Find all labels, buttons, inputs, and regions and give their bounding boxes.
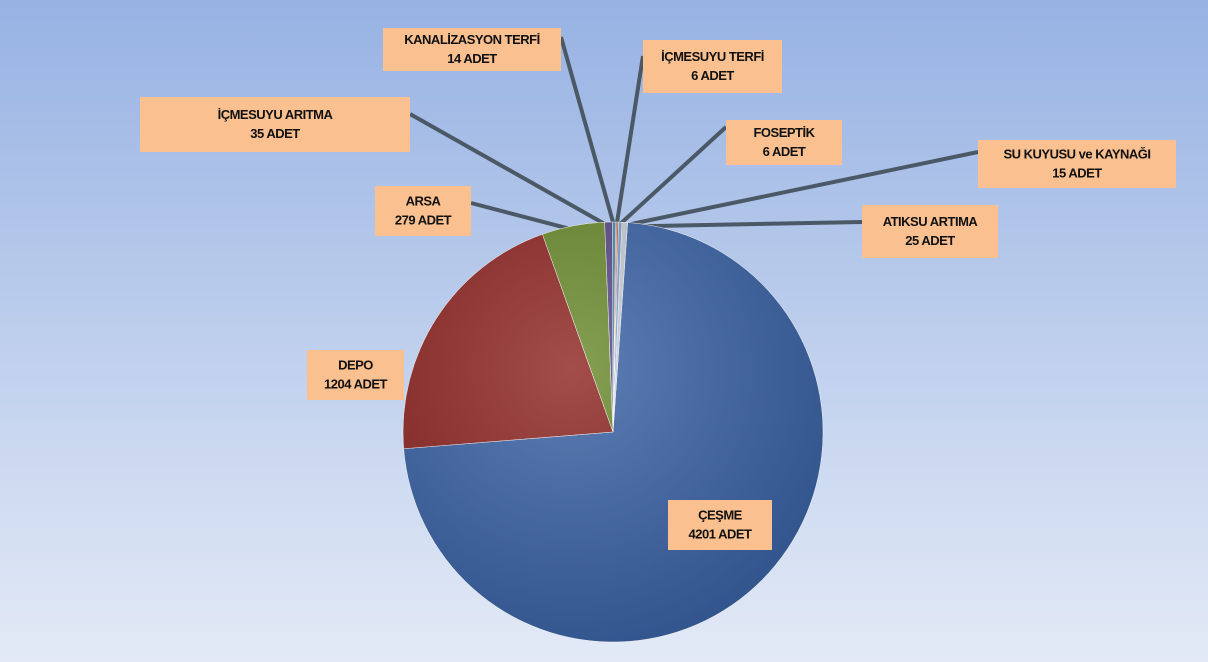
value-label: 35 ADET bbox=[250, 126, 300, 141]
value-label: 6 ADET bbox=[691, 68, 734, 83]
leader-line bbox=[614, 55, 645, 227]
slice-label: KANALİZASYON TERFİ bbox=[404, 32, 539, 47]
label-box bbox=[383, 28, 561, 71]
slice-label: İÇMESUYU ARITMA bbox=[218, 107, 334, 122]
leader-line bbox=[409, 112, 610, 228]
label-box bbox=[375, 186, 471, 236]
slice-label: ATIKSU ARTIMA bbox=[883, 214, 979, 229]
label-box bbox=[978, 140, 1176, 188]
value-label: 4201 ADET bbox=[689, 526, 752, 541]
leader-line bbox=[619, 150, 979, 229]
leader-line bbox=[616, 125, 728, 228]
value-label: 6 ADET bbox=[763, 144, 806, 159]
value-label: 25 ADET bbox=[905, 233, 955, 248]
slice-label: FOSEPTİK bbox=[753, 125, 815, 140]
label-box bbox=[307, 350, 404, 400]
label-box bbox=[668, 500, 772, 550]
value-label: 14 ADET bbox=[447, 51, 497, 66]
label-box bbox=[140, 97, 410, 152]
value-label: 1204 ADET bbox=[324, 376, 387, 391]
slice-label: SU KUYUSU ve KAYNAĞI bbox=[1003, 146, 1150, 161]
label-box bbox=[862, 205, 998, 258]
value-label: 279 ADET bbox=[395, 212, 452, 227]
slice-label: ARSA bbox=[406, 193, 442, 208]
slice-label: ÇEŞME bbox=[698, 507, 743, 522]
label-box bbox=[643, 40, 782, 93]
label-box bbox=[726, 120, 842, 165]
slice-label: DEPO bbox=[338, 357, 373, 372]
slice-label: İÇMESUYU TERFİ bbox=[661, 49, 764, 64]
value-label: 15 ADET bbox=[1052, 165, 1102, 180]
leader-line bbox=[559, 36, 617, 227]
